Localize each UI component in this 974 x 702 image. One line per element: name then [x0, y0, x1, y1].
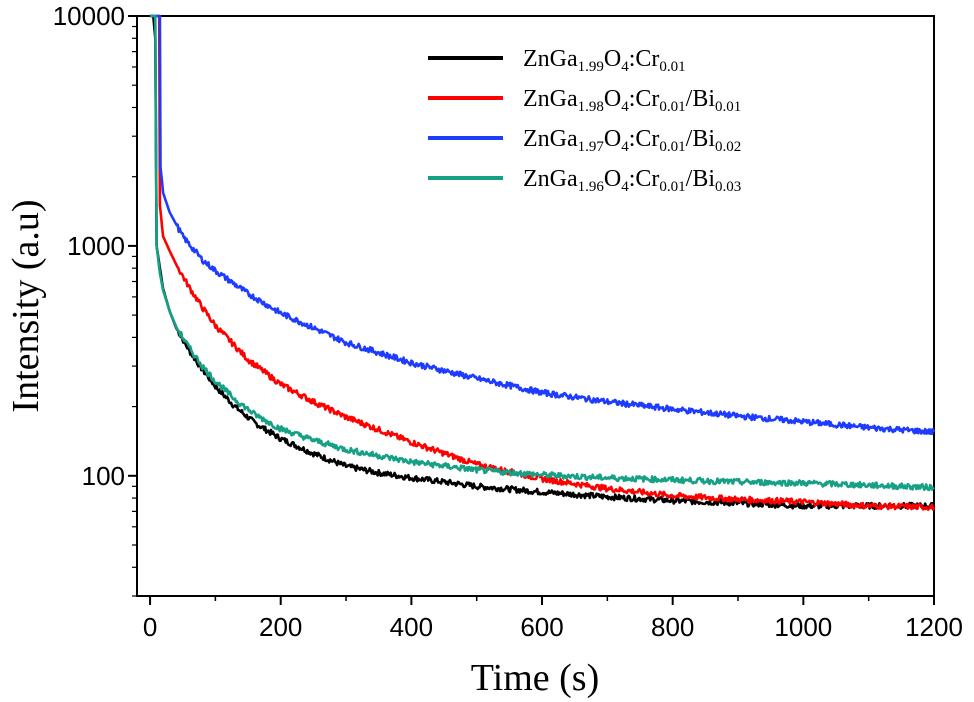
series-line-3: [149, 14, 936, 436]
legend-label-4: ZnGa1.96O4:Cr0.01/Bi0.03: [523, 166, 741, 195]
x-tick-label: 600: [520, 612, 563, 642]
series-line-4: [149, 14, 935, 492]
plot-frame: [136, 15, 935, 597]
series-line-2: [149, 14, 936, 511]
series-layer: [149, 14, 936, 511]
axis-ticks: 0 200 400 600 800 1000 1200 100 1000 10000: [53, 1, 963, 642]
x-tick-label: 1200: [905, 612, 963, 642]
legend-label-3: ZnGa1.97O4:Cr0.01/Bi0.02: [523, 126, 741, 155]
x-tick-label: 400: [390, 612, 433, 642]
x-tick-label: 0: [143, 612, 157, 642]
x-axis-title: Time (s): [471, 657, 599, 699]
legend-label-1: ZnGa1.99O4:Cr0.01: [523, 46, 686, 75]
y-axis-title: Intensity (a.u): [5, 199, 47, 412]
x-tick-label: 1000: [774, 612, 832, 642]
y-tick-label: 10000: [53, 1, 125, 31]
series-line-1: [149, 14, 936, 510]
y-tick-label: 100: [82, 461, 125, 491]
legend: ZnGa1.99O4:Cr0.01 ZnGa1.98O4:Cr0.01/Bi0.0…: [428, 46, 741, 195]
legend-label-2: ZnGa1.98O4:Cr0.01/Bi0.01: [523, 86, 741, 115]
x-tick-label: 200: [259, 612, 302, 642]
y-tick-label: 1000: [67, 231, 125, 261]
x-tick-label: 800: [651, 612, 694, 642]
